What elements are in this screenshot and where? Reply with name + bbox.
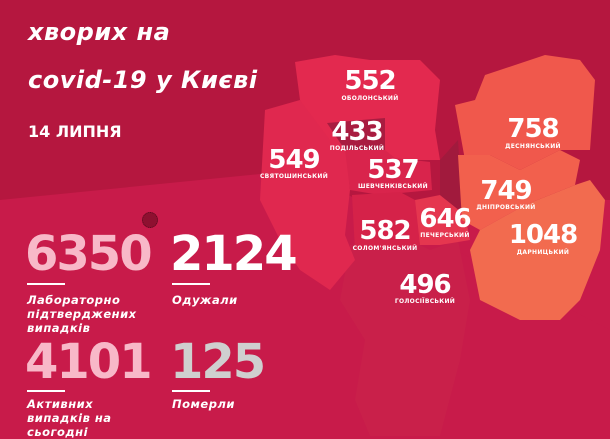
district-obolonskyi [295,55,440,160]
district-name-dniprovskyi: ДНІПРОВСЬКИЙ [476,204,536,211]
stat-divider [27,390,65,392]
stat-active-value: 4101 [25,334,153,390]
stat-confirmed-label: Лабораторно підтверджених випадків [27,293,137,335]
district-cases-obolonskyi: 552 [344,66,396,96]
stat-deaths-label: Померли [172,397,235,411]
title-line-2: covid-19 у Києві [28,66,258,94]
date-label: 14 ЛИПНЯ [28,122,122,141]
stat-confirmed-value: 6350 [25,226,153,282]
stat-divider [27,283,65,285]
stat-recovered-value: 2124 [170,226,298,282]
district-name-sviatoshynskyi: СВЯТОШИНСЬКИЙ [259,173,329,180]
stat-divider [172,283,210,285]
title-line-1: хворих на [28,18,171,46]
stat-recovered-label: Одужали [172,293,238,307]
district-cases-sviatoshynskyi: 549 [268,145,320,175]
district-name-holosiivskyi: ГОЛОСІЇВСЬКИЙ [394,298,456,305]
district-cases-desnianskyi: 758 [507,114,559,144]
district-cases-holosiivskyi: 496 [399,270,451,300]
district-name-pecherskyi: ПЕЧЕРСЬКИЙ [420,232,470,239]
district-sviatoshynskyi [260,100,355,290]
district-name-obolonskyi: ОБОЛОНСЬКИЙ [341,95,399,102]
district-darnytskyi [470,180,605,320]
river-dnipro [440,140,470,240]
district-desnianskyi [455,55,595,170]
district-cases-darnytskyi: 1048 [508,220,578,250]
district-cases-solomianskyi: 582 [359,216,411,246]
stat-divider [172,390,210,392]
district-cases-pecherskyi: 646 [419,204,471,234]
stat-active-label: Активних випадків на сьогодні [27,397,112,439]
district-dniprovskyi [458,150,580,230]
district-name-shevchenkivskyi: ШЕВЧЕНКІВСЬКИЙ [358,183,428,190]
district-name-solomianskyi: СОЛОМ'ЯНСЬКИЙ [352,245,418,252]
district-holosiivskyi [340,240,470,436]
district-name-desnianskyi: ДЕСНЯНСЬКИЙ [505,143,561,150]
district-solomianskyi [352,192,420,250]
district-name-podilskyi: ПОДІЛЬСЬКИЙ [329,145,385,152]
virus-icon [142,212,158,228]
district-shevchenkivskyi [345,150,432,195]
district-cases-shevchenkivskyi: 537 [367,155,419,185]
stat-deaths-value: 125 [170,334,266,390]
district-pecherskyi [415,195,470,245]
district-cases-dniprovskyi: 749 [480,176,532,206]
district-name-darnytskyi: ДАРНИЦЬКИЙ [516,249,570,256]
district-cases-podilskyi: 433 [331,117,383,147]
district-podilskyi [327,118,385,150]
